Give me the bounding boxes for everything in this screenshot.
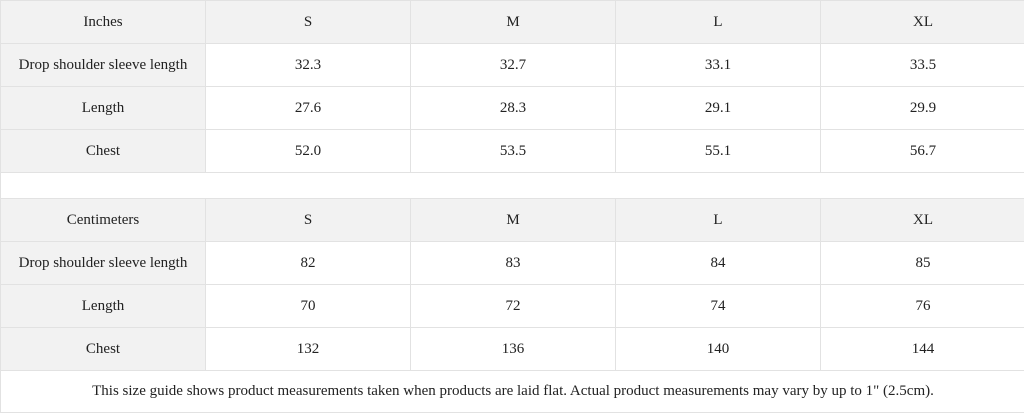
measurement-value: 52.0 (206, 130, 411, 173)
measurement-value: 29.9 (821, 87, 1024, 130)
measurement-value: 85 (821, 242, 1024, 285)
measurement-value: 53.5 (411, 130, 616, 173)
measurement-value: 132 (206, 328, 411, 371)
measurement-value: 32.3 (206, 44, 411, 87)
size-header-l: L (616, 1, 821, 44)
footnote-row: This size guide shows product measuremen… (1, 371, 1024, 413)
measurement-label: Drop shoulder sleeve length (1, 242, 206, 285)
measurement-label: Length (1, 87, 206, 130)
measurement-value: 28.3 (411, 87, 616, 130)
measurement-value: 72 (411, 285, 616, 328)
size-header-xl: XL (821, 1, 1024, 44)
table-spacer (1, 173, 1024, 199)
measurement-value: 33.1 (616, 44, 821, 87)
measurement-value: 29.1 (616, 87, 821, 130)
measurement-value: 76 (821, 285, 1024, 328)
size-header-s: S (206, 199, 411, 242)
measurement-value: 84 (616, 242, 821, 285)
footnote-text: This size guide shows product measuremen… (1, 371, 1024, 413)
measurement-label: Chest (1, 328, 206, 371)
unit-label: Centimeters (1, 199, 206, 242)
size-header-m: M (411, 199, 616, 242)
measurement-value: 32.7 (411, 44, 616, 87)
measurement-value: 140 (616, 328, 821, 371)
measurement-label: Length (1, 285, 206, 328)
size-header-s: S (206, 1, 411, 44)
measurement-value: 82 (206, 242, 411, 285)
measurement-value: 55.1 (616, 130, 821, 173)
size-header-xl: XL (821, 199, 1024, 242)
measurement-value: 144 (821, 328, 1024, 371)
measurement-value: 27.6 (206, 87, 411, 130)
measurement-value: 56.7 (821, 130, 1024, 173)
measurement-value: 33.5 (821, 44, 1024, 87)
spacer-cell (1, 173, 1024, 199)
measurement-value: 70 (206, 285, 411, 328)
measurement-label: Chest (1, 130, 206, 173)
measurement-label: Drop shoulder sleeve length (1, 44, 206, 87)
measurement-value: 136 (411, 328, 616, 371)
unit-label: Inches (1, 1, 206, 44)
size-header-l: L (616, 199, 821, 242)
size-header-m: M (411, 1, 616, 44)
measurement-value: 74 (616, 285, 821, 328)
measurement-value: 83 (411, 242, 616, 285)
